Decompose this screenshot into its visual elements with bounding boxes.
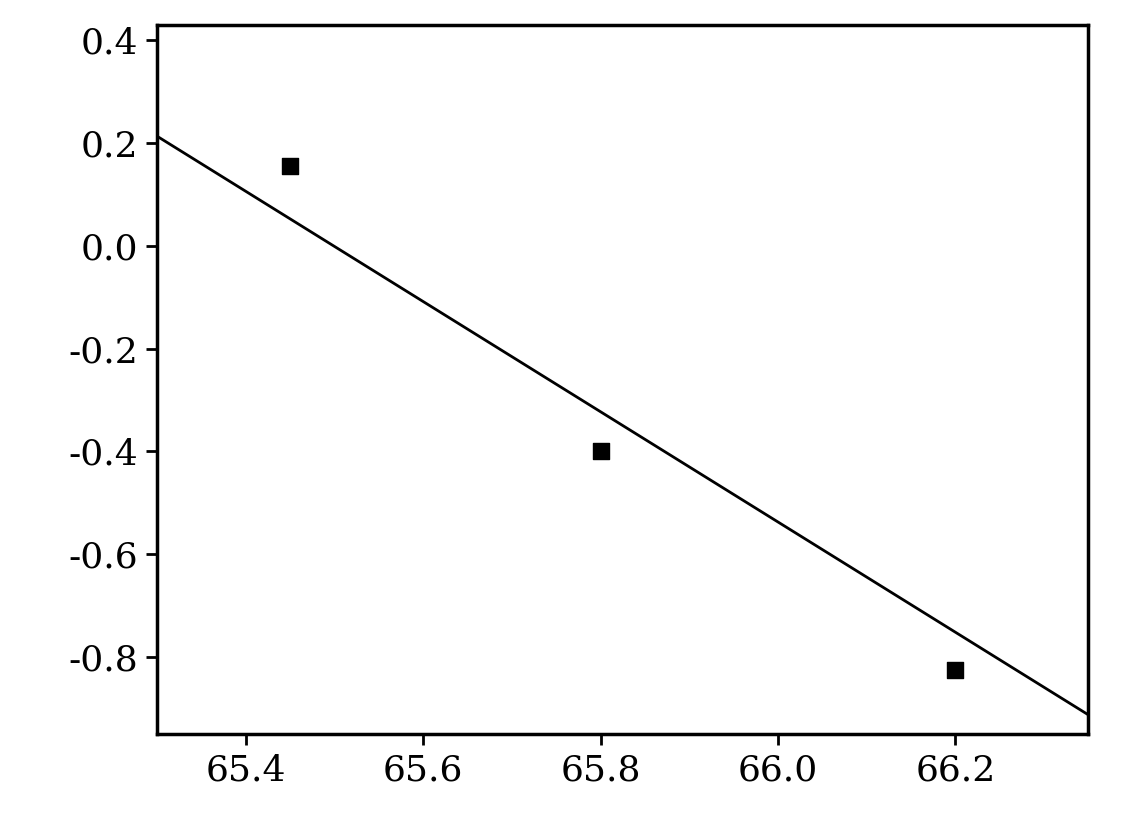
- Point: [591, 445, 609, 458]
- Point: [946, 663, 964, 676]
- Point: [282, 159, 300, 173]
